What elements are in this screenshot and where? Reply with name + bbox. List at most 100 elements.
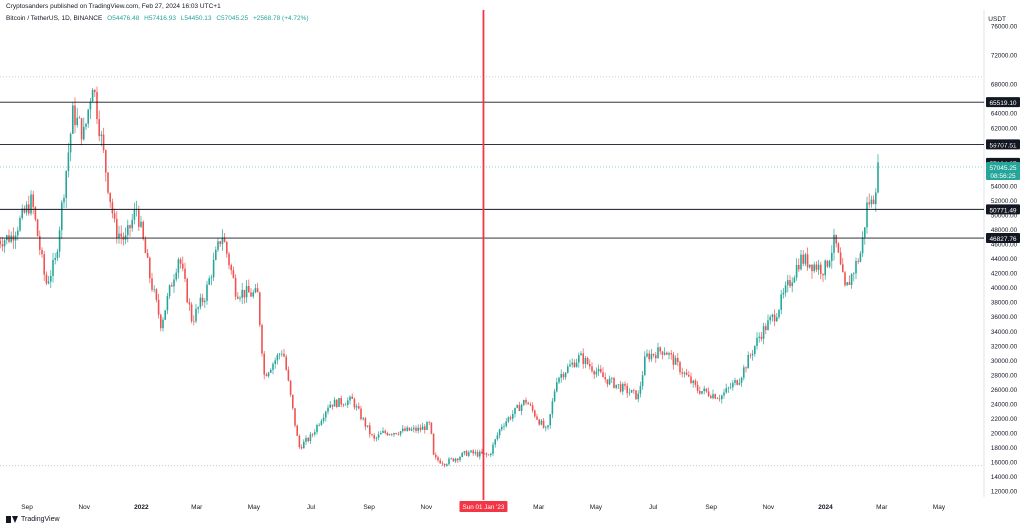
candle-body — [160, 314, 162, 329]
candle-body — [683, 372, 686, 374]
candle-body — [804, 254, 807, 264]
x-tick-label: May — [248, 504, 261, 511]
candle-body — [718, 398, 721, 400]
candle-body — [146, 253, 149, 258]
price-tag-1 — [986, 162, 1020, 173]
candle-body — [831, 252, 833, 262]
level-label-0: 65519.10 — [989, 100, 1016, 107]
y-tick-label: 44000.00 — [991, 256, 1018, 263]
candle-body — [65, 171, 67, 198]
candle-body — [569, 364, 571, 367]
candle-body — [705, 388, 708, 392]
candle-body — [474, 452, 477, 454]
candle-body — [188, 302, 191, 305]
candle-body — [265, 374, 268, 377]
candle-body — [630, 389, 633, 393]
candle-body — [58, 230, 61, 252]
candle-body — [523, 399, 525, 405]
candle-body — [289, 380, 292, 395]
x-tick-label: Mar — [533, 504, 545, 511]
candle-body — [336, 399, 338, 407]
candle-body — [694, 380, 697, 385]
candle-body — [50, 275, 52, 282]
candle-body — [589, 363, 591, 367]
candle-body — [553, 391, 556, 402]
candle-body — [54, 258, 56, 260]
candle-body — [597, 368, 600, 372]
candle-body — [650, 353, 653, 360]
candle-body — [212, 259, 215, 278]
candle-body — [197, 307, 199, 309]
candle-body — [23, 208, 26, 213]
candle-body — [305, 437, 307, 442]
candle-body — [272, 363, 274, 370]
candle-body — [131, 219, 133, 229]
candle-body — [729, 387, 732, 388]
candle-body — [21, 208, 23, 219]
y-tick-label: 26000.00 — [991, 387, 1018, 394]
candle-body — [296, 425, 298, 436]
candle-body — [578, 355, 580, 363]
candle-body — [441, 463, 444, 464]
candle-body — [657, 347, 659, 359]
candle-body — [644, 356, 646, 376]
candle-body — [666, 352, 668, 355]
candle-body — [89, 101, 92, 110]
tradingview-brand: TradingView — [21, 516, 60, 523]
x-tick-label: Nov — [78, 504, 90, 511]
candle-body — [756, 337, 758, 346]
candle-body — [828, 261, 831, 267]
candle-body — [267, 372, 270, 377]
candle-body — [415, 427, 417, 431]
currency-label: USDT — [988, 16, 1006, 23]
candle-body — [542, 420, 545, 428]
candle-body — [835, 234, 837, 244]
candle-body — [452, 458, 455, 462]
candle-body — [516, 405, 518, 408]
candle-body — [384, 430, 386, 433]
candle-body — [567, 366, 569, 373]
candle-body — [364, 418, 367, 427]
candle-body — [602, 372, 604, 378]
candle-body — [318, 424, 320, 426]
candle-body — [468, 452, 470, 456]
candle-body — [815, 264, 818, 270]
candle-body — [877, 162, 879, 193]
candle-body — [239, 297, 241, 299]
candle-body — [615, 384, 617, 388]
candle-body — [430, 422, 433, 434]
candle-body — [800, 254, 802, 270]
candle-body — [611, 377, 613, 379]
candle-body — [760, 336, 763, 339]
candle-body — [142, 221, 144, 239]
candle-body — [670, 353, 672, 355]
candle-body — [514, 407, 516, 414]
candle-body — [393, 433, 395, 435]
candle-body — [74, 105, 76, 126]
candle-body — [30, 194, 32, 214]
x-tick-label: Nov — [763, 504, 775, 511]
y-tick-label: 52000.00 — [991, 198, 1018, 205]
symbol-name[interactable]: Bitcoin / TetherUS, 1D, BINANCE — [6, 15, 103, 22]
candle-body — [556, 382, 558, 392]
x-tick-label: Mar — [191, 504, 203, 511]
candle-body — [758, 336, 760, 338]
candle-body — [342, 404, 345, 406]
candle-body — [809, 264, 811, 268]
candle-body — [866, 202, 868, 228]
candle-body — [133, 209, 136, 220]
y-tick-label: 48000.00 — [991, 227, 1018, 234]
candle-body — [41, 249, 43, 255]
candle-body — [633, 389, 635, 391]
candle-body — [234, 277, 237, 297]
candle-body — [582, 353, 584, 364]
y-tick-label: 32000.00 — [991, 343, 1018, 350]
vertical-marker-label: Sun 01 Jan '23 — [463, 504, 505, 511]
y-tick-label: 40000.00 — [991, 285, 1018, 292]
candle-body — [439, 460, 441, 464]
x-tick-label: Nov — [421, 504, 433, 511]
candle-body — [661, 351, 664, 355]
candle-body — [564, 372, 567, 378]
candle-body — [824, 260, 826, 276]
